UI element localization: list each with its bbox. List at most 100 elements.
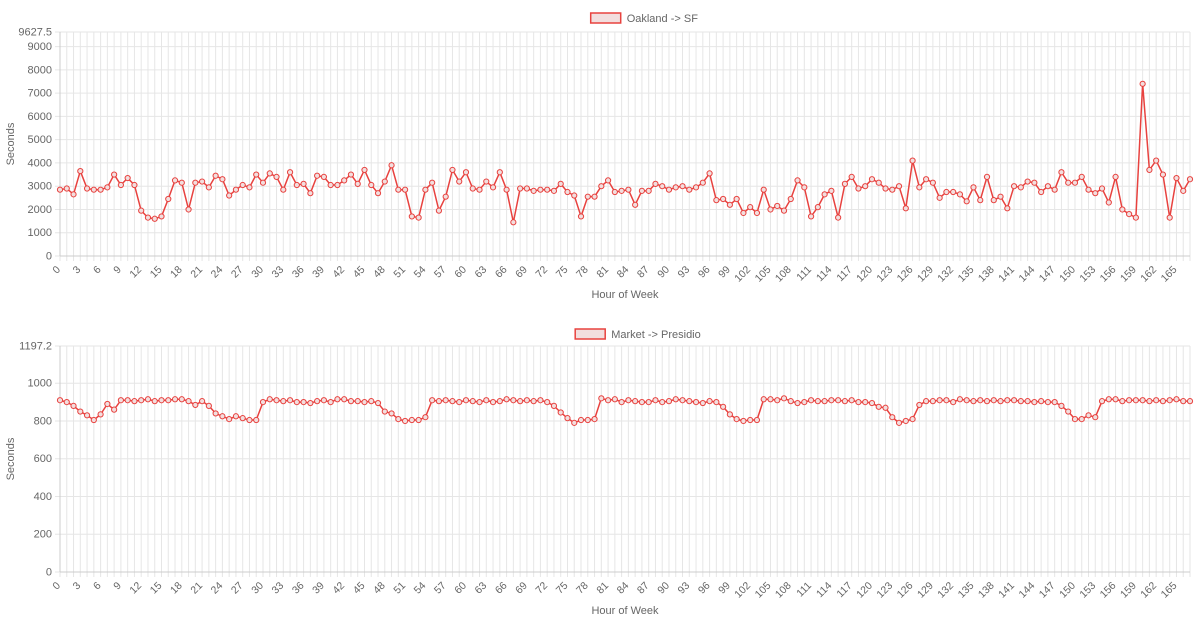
data-point[interactable]	[977, 397, 984, 404]
data-point[interactable]	[503, 396, 510, 403]
data-point[interactable]	[875, 179, 882, 186]
data-point[interactable]	[956, 396, 964, 403]
data-point[interactable]	[401, 186, 409, 193]
data-point[interactable]	[909, 157, 916, 164]
data-point[interactable]	[90, 416, 97, 424]
data-point[interactable]	[56, 397, 64, 404]
data-point[interactable]	[1098, 398, 1106, 405]
data-point[interactable]	[239, 181, 246, 189]
data-point[interactable]	[1092, 414, 1099, 421]
data-point[interactable]	[517, 398, 524, 405]
data-point[interactable]	[368, 398, 375, 405]
data-point[interactable]	[131, 181, 138, 189]
data-point[interactable]	[1038, 398, 1045, 405]
data-point[interactable]	[970, 184, 977, 191]
data-point[interactable]	[1173, 174, 1180, 182]
data-point[interactable]	[1044, 183, 1052, 190]
data-point[interactable]	[720, 195, 727, 203]
data-point[interactable]	[577, 213, 585, 220]
data-point[interactable]	[618, 187, 625, 194]
data-point[interactable]	[598, 395, 605, 402]
data-point[interactable]	[950, 188, 957, 196]
data-point[interactable]	[226, 415, 233, 423]
data-point[interactable]	[848, 397, 855, 404]
data-point[interactable]	[354, 180, 361, 187]
data-point[interactable]	[435, 207, 443, 214]
data-point[interactable]	[77, 408, 84, 415]
data-point[interactable]	[618, 399, 625, 406]
data-point[interactable]	[1105, 199, 1112, 206]
data-point[interactable]	[828, 187, 835, 194]
data-point[interactable]	[963, 198, 970, 205]
data-point[interactable]	[1071, 415, 1079, 423]
data-point[interactable]	[652, 397, 659, 404]
data-point[interactable]	[726, 411, 733, 418]
data-point[interactable]	[415, 214, 422, 221]
data-point[interactable]	[821, 191, 828, 198]
data-point[interactable]	[1153, 157, 1160, 164]
data-point[interactable]	[787, 195, 794, 203]
data-point[interactable]	[767, 396, 774, 403]
data-point[interactable]	[381, 408, 388, 415]
data-point[interactable]	[246, 416, 253, 424]
data-point[interactable]	[300, 399, 307, 406]
data-point[interactable]	[489, 399, 497, 406]
data-point[interactable]	[557, 180, 564, 187]
data-point[interactable]	[232, 186, 240, 193]
data-point[interactable]	[483, 178, 490, 185]
data-point[interactable]	[327, 399, 334, 406]
data-point[interactable]	[774, 397, 781, 404]
data-point[interactable]	[327, 181, 334, 189]
data-point[interactable]	[1078, 415, 1085, 423]
data-point[interactable]	[266, 170, 273, 177]
data-point[interactable]	[577, 416, 585, 424]
data-point[interactable]	[1180, 398, 1187, 405]
data-point[interactable]	[530, 398, 537, 405]
data-point[interactable]	[368, 181, 375, 189]
data-point[interactable]	[347, 171, 355, 178]
data-point[interactable]	[117, 397, 124, 404]
data-point[interactable]	[638, 187, 646, 194]
data-point[interactable]	[923, 398, 930, 405]
data-point[interactable]	[1173, 396, 1180, 403]
data-point[interactable]	[104, 184, 111, 191]
data-point[interactable]	[259, 179, 267, 186]
data-point[interactable]	[584, 416, 591, 424]
data-point[interactable]	[1004, 205, 1011, 212]
data-point[interactable]	[314, 398, 321, 405]
data-point[interactable]	[726, 201, 733, 208]
data-point[interactable]	[523, 185, 530, 192]
data-point[interactable]	[889, 414, 896, 421]
data-point[interactable]	[821, 398, 828, 405]
data-point[interactable]	[496, 169, 503, 176]
data-point[interactable]	[273, 397, 280, 404]
data-point[interactable]	[307, 399, 314, 407]
data-point[interactable]	[841, 398, 849, 405]
data-point[interactable]	[178, 179, 185, 186]
data-point[interactable]	[983, 173, 991, 180]
data-point[interactable]	[320, 173, 327, 180]
data-point[interactable]	[692, 184, 700, 191]
data-point[interactable]	[916, 184, 923, 191]
data-point[interactable]	[523, 397, 530, 404]
data-point[interactable]	[253, 416, 260, 424]
data-point[interactable]	[1126, 211, 1133, 218]
data-point[interactable]	[341, 177, 348, 184]
data-point[interactable]	[855, 185, 862, 192]
data-point[interactable]	[571, 192, 578, 199]
data-point[interactable]	[415, 416, 422, 424]
data-point[interactable]	[1166, 397, 1173, 404]
data-point[interactable]	[550, 402, 558, 409]
data-point[interactable]	[1132, 397, 1139, 404]
data-point[interactable]	[1031, 399, 1038, 406]
data-point[interactable]	[408, 213, 415, 220]
data-point[interactable]	[205, 402, 212, 409]
data-point[interactable]	[916, 401, 923, 409]
data-point[interactable]	[401, 417, 409, 425]
legend-item-market-presidio[interactable]: Market -> Presidio	[574, 328, 701, 341]
data-point[interactable]	[929, 179, 936, 186]
data-point[interactable]	[300, 180, 307, 187]
data-point[interactable]	[807, 397, 815, 404]
data-point[interactable]	[456, 399, 463, 406]
data-point[interactable]	[232, 413, 240, 420]
